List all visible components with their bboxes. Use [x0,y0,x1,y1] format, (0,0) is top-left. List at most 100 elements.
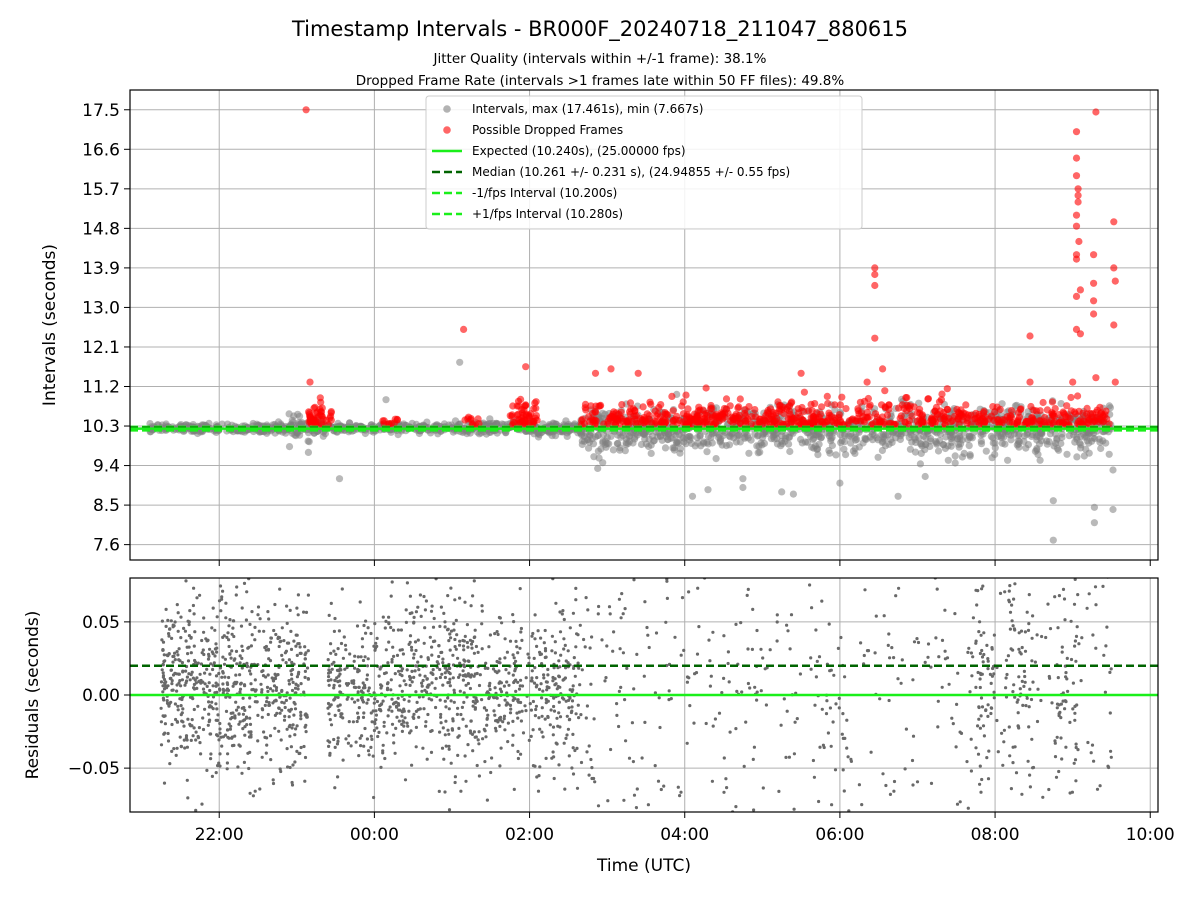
interval-point [588,435,596,443]
residual-point [439,721,443,725]
residual-point [878,697,882,701]
residual-point [976,752,981,756]
residual-point [251,794,255,798]
residual-point [568,626,572,630]
residual-point [1073,639,1077,643]
residual-point [497,703,501,708]
residual-point [360,695,364,700]
residual-point [408,640,412,644]
residual-point [392,741,396,745]
residual-point [372,728,376,733]
dropped-frame-point [916,405,924,413]
residual-point [359,655,363,659]
residual-point [884,783,888,788]
residual-point [985,756,989,760]
residual-point [462,665,467,669]
residual-point [836,646,841,651]
residual-point [1002,740,1006,744]
residual-point [480,622,484,626]
interval-point [1058,430,1066,438]
residual-point [303,713,307,717]
residual-point [170,636,174,641]
residual-point [423,674,427,678]
dropped-frame-point [734,404,742,412]
dropped-frame-point [662,418,670,426]
residual-point [432,616,436,621]
residual-point [215,690,219,695]
residual-point [533,637,537,641]
residual-point [1109,749,1113,753]
residual-point [243,708,247,713]
residual-point [709,674,713,678]
residual-point [452,691,457,695]
dropped-frame-point [310,404,318,412]
residual-point [558,725,562,729]
residual-point [632,793,637,797]
residual-point [194,738,198,742]
residual-point [587,773,591,777]
residual-point [459,712,463,717]
residual-point [461,717,465,721]
residual-point [284,649,288,653]
interval-point [614,431,622,439]
residual-point [549,708,553,712]
residual-point [447,707,451,711]
residual-point [557,711,561,715]
residual-point [412,675,416,680]
y-tick-label: 14.8 [82,219,120,239]
dropped-frame-point [721,413,729,421]
residual-point [163,731,167,735]
residual-point [518,587,522,591]
residual-point [414,725,418,730]
residual-point [506,740,510,744]
residual-point [1104,644,1108,648]
residual-point [509,707,513,711]
residual-point [167,702,172,706]
residual-point [830,803,834,807]
dropped-frame-point [1039,398,1047,407]
residual-point [986,659,990,663]
residual-point [524,709,528,713]
dropped-frame-point [1027,402,1035,411]
residual-point [1036,687,1040,691]
residual-point [247,735,252,739]
residual-point [427,697,431,701]
residual-point [348,652,352,656]
residual-point [287,725,291,729]
residual-point [396,708,401,712]
residual-point [446,681,450,685]
residual-point [293,760,297,764]
dropped-frame-point [646,398,654,406]
residual-point [420,689,424,693]
residual-point [355,719,359,724]
residual-point [487,645,491,649]
residual-point [424,724,428,728]
dropped-frame-point [864,394,873,403]
residual-point [722,790,726,794]
dropped-frame-point [709,411,717,419]
residual-point [585,704,590,708]
residual-point [196,704,200,708]
residual-point [516,680,520,684]
residual-point [734,622,738,627]
residual-point [1004,658,1009,662]
residual-point [182,626,186,631]
residual-point [222,634,226,638]
residual-point [915,637,919,641]
residual-point [826,731,831,735]
dropped-frame-point [581,400,590,408]
residual-point [543,647,548,651]
residual-point [197,726,201,730]
residual-point [344,737,348,741]
interval-point [1049,497,1057,505]
residual-point [659,787,663,792]
residuals-x-ticks: 22:00 00:00 02:00 04:00 06:00 08:00 10:00 [195,812,1175,845]
residual-point [217,738,221,742]
residual-point [218,731,222,735]
residual-point [860,803,864,807]
residual-point [417,715,421,719]
interval-point [670,446,679,454]
dropped-frame-point [1069,378,1077,386]
residual-point [245,723,249,727]
legend-label-expected: Expected (10.240s), (25.00000 fps) [472,144,686,158]
